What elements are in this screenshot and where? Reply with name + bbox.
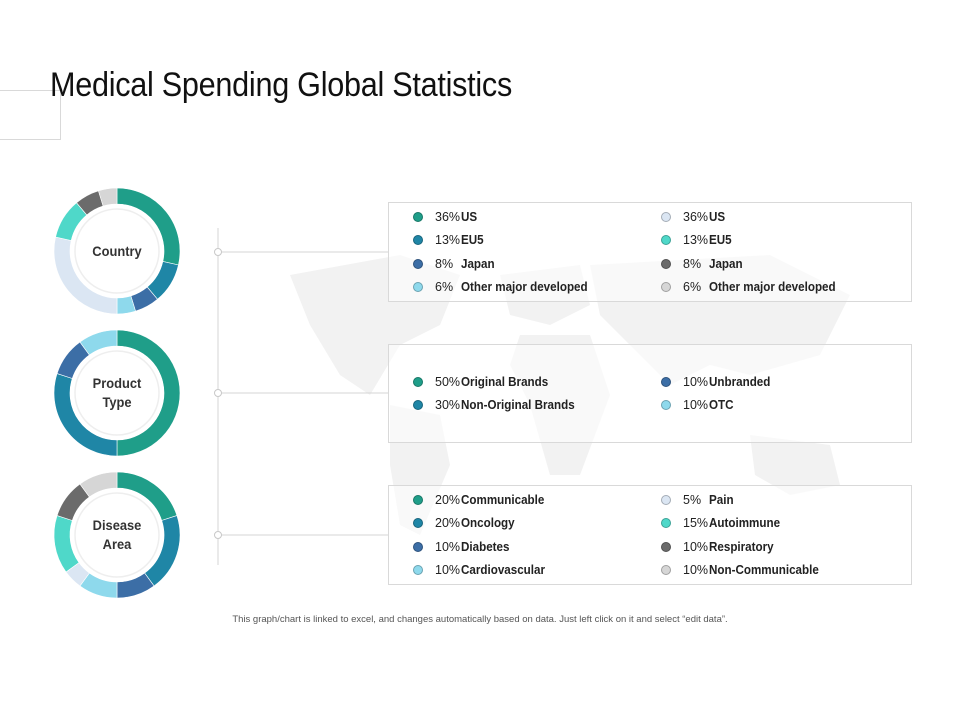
donut-title-disease-area: Disease Area xyxy=(92,517,142,552)
legend-label: EU5 xyxy=(709,233,732,247)
legend-percent: 5% xyxy=(683,493,702,507)
legend-item: 13% EU5 xyxy=(413,233,485,247)
donut-title-country: Country xyxy=(92,242,142,259)
legend-percent: 50% xyxy=(435,375,461,389)
legend-label: Other major developed xyxy=(461,280,588,294)
country-legend: 36% US 13% EU5 8% Japan 6% Other major devel… xyxy=(388,202,912,302)
legend-percent: 36% xyxy=(683,210,709,224)
product-type-legend: 50% Original Brands 30% Non-Original Brand… xyxy=(388,344,912,443)
legend-dot xyxy=(661,565,671,575)
legend-label: Original Brands xyxy=(461,375,549,389)
legend-percent: 10% xyxy=(683,375,709,389)
legend-percent: 10% xyxy=(435,540,461,554)
disease-area-donut-chart: Disease Area xyxy=(52,470,182,600)
legend-item: 10% Diabetes xyxy=(413,540,513,554)
donut-hole xyxy=(70,346,164,440)
legend-label: Autoimmune xyxy=(709,516,781,530)
legend-label: Non-Communicable xyxy=(709,563,819,577)
legend-item: 50% Original Brands xyxy=(413,375,555,389)
legend-dot xyxy=(413,495,423,505)
decorative-square xyxy=(0,90,61,140)
legend-item: 6% Other major developed xyxy=(413,280,597,294)
legend-percent: 8% xyxy=(683,257,702,271)
product-type-donut-chart: Product Type xyxy=(52,328,182,458)
legend-dot xyxy=(661,542,671,552)
legend-percent: 13% xyxy=(683,233,709,247)
country-donut-chart: Country xyxy=(52,186,182,316)
legend-percent: 8% xyxy=(435,257,454,271)
legend-item: 8% Japan xyxy=(413,257,497,271)
legend-percent: 10% xyxy=(683,398,709,412)
legend-item: 10% OTC xyxy=(661,398,735,412)
legend-dot xyxy=(413,235,423,245)
donut-inner-ring xyxy=(74,492,160,578)
legend-item: 20% Oncology xyxy=(413,516,519,530)
legend-dot xyxy=(413,518,423,528)
legend-percent: 20% xyxy=(435,516,461,530)
legend-item: 6% Other major developed xyxy=(661,280,845,294)
legend-item: 36% US xyxy=(413,210,478,224)
legend-item: 20% Communicable xyxy=(413,493,551,507)
legend-percent: 36% xyxy=(435,210,461,224)
disease-area-legend: 20% Communicable 20% Oncology 10% Diabetes … xyxy=(388,485,912,585)
legend-percent: 13% xyxy=(435,233,461,247)
legend-label: Japan xyxy=(461,257,495,271)
legend-item: 15% Autoimmune xyxy=(661,516,785,530)
legend-item: 13% EU5 xyxy=(661,233,733,247)
legend-dot xyxy=(413,212,423,222)
legend-label: Other major developed xyxy=(709,280,836,294)
legend-label: Unbranded xyxy=(709,375,771,389)
legend-item: 30% Non-Original Brands xyxy=(413,398,583,412)
legend-dot xyxy=(661,235,671,245)
legend-percent: 6% xyxy=(683,280,702,294)
legend-item: 10% Non-Communicable xyxy=(661,563,827,577)
legend-label: Non-Original Brands xyxy=(461,398,575,412)
legend-dot xyxy=(661,518,671,528)
legend-dot xyxy=(661,400,671,410)
donut-title-product-type: Product Type xyxy=(92,375,142,410)
legend-dot xyxy=(661,377,671,387)
legend-percent: 10% xyxy=(683,563,709,577)
legend-percent: 15% xyxy=(683,516,709,530)
legend-percent: 10% xyxy=(683,540,709,554)
footnote: This graph/chart is linked to excel, and… xyxy=(232,614,728,625)
legend-label: Diabetes xyxy=(461,540,510,554)
legend-dot xyxy=(661,282,671,292)
donut-hole xyxy=(70,488,164,582)
legend-item: 8% Japan xyxy=(661,257,745,271)
legend-label: Communicable xyxy=(461,493,545,507)
legend-percent: 10% xyxy=(435,563,461,577)
legend-dot xyxy=(413,565,423,575)
legend-dot xyxy=(661,259,671,269)
legend-label: Respiratory xyxy=(709,540,774,554)
legend-dot xyxy=(413,259,423,269)
legend-percent: 6% xyxy=(435,280,454,294)
legend-dot xyxy=(413,542,423,552)
legend-item: 5% Pain xyxy=(661,493,735,507)
legend-dot xyxy=(413,400,423,410)
legend-label: Cardiovascular xyxy=(461,563,546,577)
legend-dot xyxy=(413,377,423,387)
legend-item: 10% Unbranded xyxy=(661,375,775,389)
legend-dot xyxy=(661,212,671,222)
legend-label: OTC xyxy=(709,398,734,412)
page-title: Medical Spending Global Statistics xyxy=(50,66,512,104)
donut-hole xyxy=(70,204,164,298)
legend-item: 36% US xyxy=(661,210,726,224)
legend-dot xyxy=(661,495,671,505)
legend-label: Pain xyxy=(709,493,734,507)
donut-inner-ring xyxy=(74,208,160,294)
legend-label: Japan xyxy=(709,257,743,271)
legend-item: 10% Respiratory xyxy=(661,540,778,554)
legend-item: 10% Cardiovascular xyxy=(413,563,551,577)
legend-label: Oncology xyxy=(461,516,515,530)
legend-dot xyxy=(413,282,423,292)
donut-inner-ring xyxy=(74,350,160,436)
legend-percent: 20% xyxy=(435,493,461,507)
legend-label: EU5 xyxy=(461,233,484,247)
legend-label: US xyxy=(461,210,478,224)
legend-label: US xyxy=(709,210,726,224)
legend-percent: 30% xyxy=(435,398,461,412)
